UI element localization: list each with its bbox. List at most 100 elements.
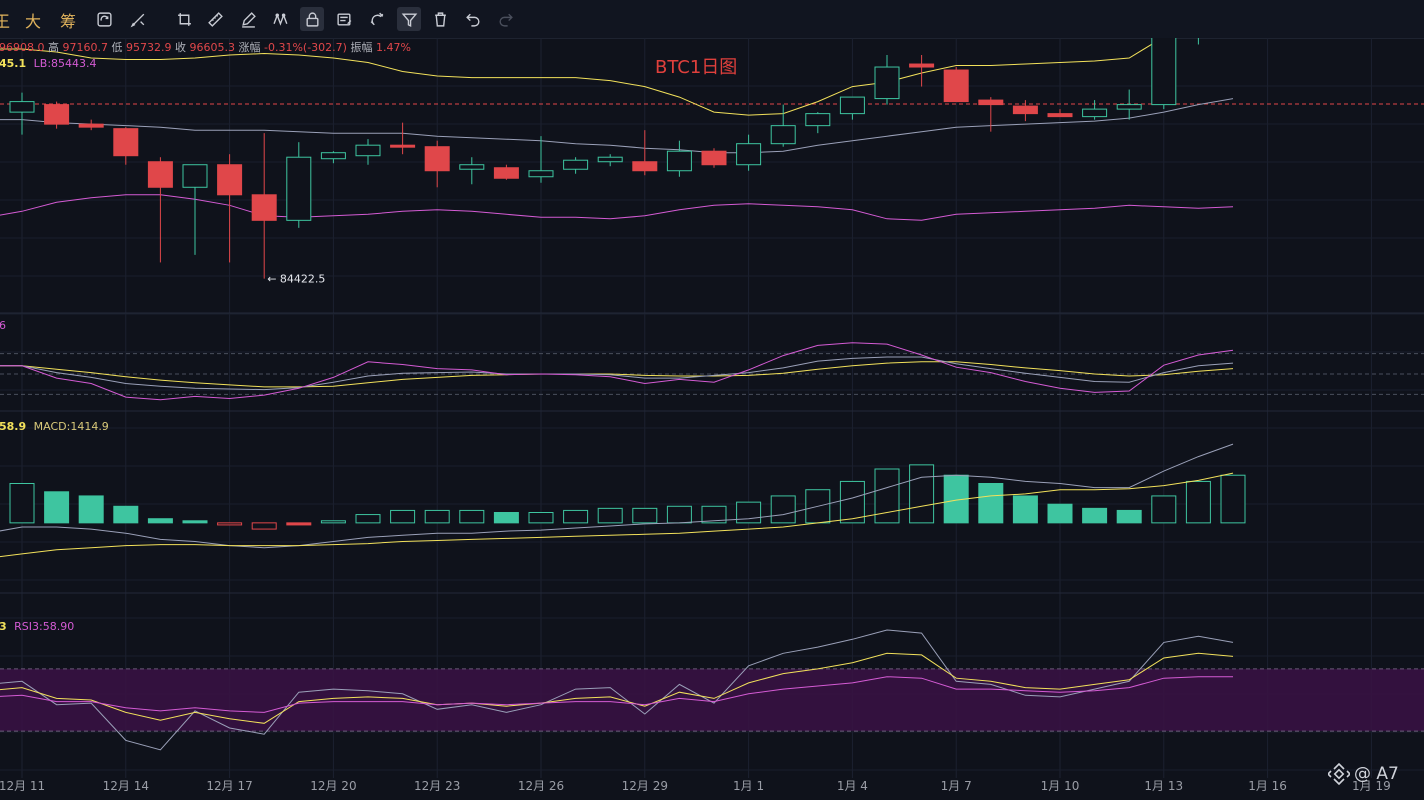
candle [355,144,381,157]
candle [805,113,831,127]
kdj-d-line [0,361,1234,388]
macd-histogram-bar [424,509,450,524]
macd-histogram-bar [390,509,416,524]
boll-middle-line [0,98,1234,154]
low-label: 低 [111,41,123,54]
candle [597,156,623,163]
kdj-partial: 6 [0,319,6,332]
candle [978,99,1004,106]
macd-value: MACD:1414.9 [33,420,109,433]
ohlc-info: 96908.0 高 97160.7 低 95732.9 收 96605.3 涨幅… [0,39,411,55]
candle [251,194,277,221]
high-label: 高 [48,41,59,54]
candle [78,123,104,128]
macd-histogram-bar [286,522,312,526]
macd-histogram-bar [1151,495,1177,524]
amplitude-value: 1.47% [375,41,411,54]
macd-histogram-bar [1047,503,1073,524]
candle [909,63,935,68]
magnet-icon[interactable] [365,7,389,31]
candle [874,66,900,100]
pen-icon[interactable] [236,7,260,31]
toolbar-char-1[interactable]: 大 [25,12,42,31]
toolbar-char-0[interactable]: 王 [0,12,11,31]
filter-icon[interactable] [397,7,421,31]
candle [1047,113,1073,118]
x-tick-label: 1月 10 [1041,779,1080,793]
candle [320,152,346,160]
candle [286,156,312,221]
macd-histogram-bar [1220,474,1246,524]
crop-icon[interactable] [172,7,196,31]
macd-info: 58.9 MACD:1414.9 [0,420,109,433]
candle [424,146,450,172]
macd-histogram-bar [978,483,1004,524]
toolbar-char-2[interactable]: 筹 [60,12,77,31]
watermark-logo: @ A7 [1328,763,1399,785]
redo-icon[interactable] [493,7,517,31]
close-label: 收 [175,41,186,54]
boll-ub-partial: 45.1 [0,57,27,70]
kdj-j-line [0,342,1234,401]
x-tick-label: 1月 1 [733,779,764,793]
candle [528,170,554,178]
macd-histogram-bar [563,509,589,524]
rsi2-line [0,652,1234,724]
cycle-icon[interactable] [92,7,116,31]
x-tick-label: 12月 11 [0,779,45,793]
macd-histogram-bar [701,505,727,524]
x-tick-label: 12月 26 [518,779,564,793]
x-tick-label: 1月 16 [1248,779,1287,793]
pattern-icon[interactable] [269,7,293,31]
macd-histogram-bar [909,464,935,524]
brush-icon[interactable] [126,7,150,31]
change-value: -0.31%(-302.7) [264,41,347,54]
macd-histogram-bar [78,495,104,524]
logo-text: @ A7 [1354,764,1399,784]
macd-histogram-bar [355,514,381,524]
macd-histogram-bar [217,522,243,526]
macd-partial: 58.9 [0,420,27,433]
candle [632,161,658,172]
macd-histogram-bar [528,512,554,524]
high-value: 97160.7 [62,41,109,54]
boll-upper-line [0,38,1164,116]
macd-histogram-bar [1012,495,1038,524]
lock-icon[interactable] [300,7,324,31]
boll-info: 45.1 LB:85443.4 [0,57,97,70]
candle [1151,38,1177,106]
macd-histogram-bar [147,518,173,524]
macd-histogram-bar [632,507,658,524]
macd-histogram-bar [182,520,208,524]
undo-icon[interactable] [461,7,485,31]
candle [839,96,865,115]
rsi3-line [0,676,1233,713]
trash-icon[interactable] [428,7,452,31]
macd-histogram-bar [113,505,139,524]
rsi-partial: 3 [0,620,7,633]
amplitude-label: 振幅 [350,41,373,54]
x-tick-label: 1月 4 [837,779,868,793]
rsi-info: 3 RSI3:58.90 [0,620,74,633]
candle [9,101,35,113]
x-tick-label: 12月 14 [103,779,149,793]
macd-histogram-bar [770,495,796,524]
x-tick-label: 12月 29 [622,779,668,793]
rsi-band [0,668,1424,732]
boll-lower-line [0,194,1234,221]
kdj-k-line [0,356,1234,391]
candle [666,150,692,172]
open-value: 96908.0 [0,41,45,54]
macd-histogram-bar [666,505,692,524]
candle [217,164,243,196]
macd-histogram-bar [1082,507,1108,524]
rsi1-line [0,629,1234,751]
macd-dea-line [0,472,1234,558]
candle [182,164,208,188]
candle [736,143,762,166]
low-value: 95732.9 [126,41,172,54]
macd-histogram-bar [874,468,900,524]
ruler-icon[interactable] [203,7,227,31]
note-icon[interactable] [332,7,356,31]
